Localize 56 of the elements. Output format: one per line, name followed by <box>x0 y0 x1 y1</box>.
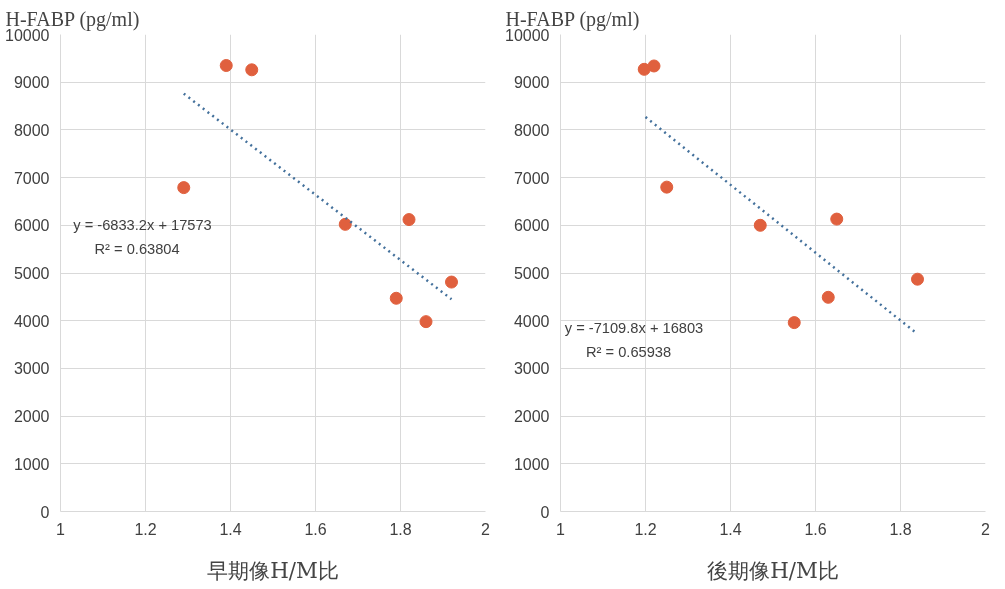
annotation: R² = 0.63804 <box>94 241 180 258</box>
annotation: y = -6833.2x + 17573 <box>73 217 212 234</box>
point <box>660 180 674 194</box>
point <box>445 275 458 289</box>
point <box>647 59 661 73</box>
x-tick-label: 1.8 <box>889 520 912 538</box>
y-tick-label: 0 <box>540 503 550 521</box>
y-tick-label: 0 <box>40 503 50 521</box>
y-tick-label: 1000 <box>513 455 550 473</box>
x-tick-label: 1.4 <box>219 520 242 538</box>
y-tick-label: 10000 <box>505 26 550 44</box>
x-tick-label: 2 <box>481 520 491 538</box>
y-tick-label: 1000 <box>13 455 50 473</box>
x-axis-title: 早期像H/M比 <box>207 557 339 583</box>
x-tick-label: 1.6 <box>304 520 327 538</box>
y-tick-label: 7000 <box>13 169 50 187</box>
point <box>821 290 835 304</box>
y-tick-label: 7000 <box>513 169 550 187</box>
x-axis-title: 後期像H/M比 <box>707 557 839 583</box>
y-tick-label: 6000 <box>13 217 50 235</box>
y-tick-label: 8000 <box>513 121 550 139</box>
y-tick-label: 2000 <box>513 408 550 426</box>
point <box>338 217 352 231</box>
point <box>245 63 259 77</box>
x-tick-label: 1.2 <box>634 520 657 538</box>
point <box>637 62 651 76</box>
point <box>911 272 924 286</box>
point <box>787 316 801 330</box>
point <box>830 212 844 226</box>
x-tick-label: 1.8 <box>389 520 412 538</box>
y-tick-label: 5000 <box>513 265 550 282</box>
point <box>402 213 416 227</box>
y-tick-label: 4000 <box>513 312 550 330</box>
y-tick-label: 10000 <box>5 26 50 44</box>
x-tick-label: 1.2 <box>134 520 157 538</box>
y-tick-label: 8000 <box>13 121 50 139</box>
y-tick-label: 3000 <box>513 360 550 378</box>
y-tick-label: 9000 <box>13 74 50 92</box>
x-tick-label: 1 <box>56 520 66 538</box>
x-tick-label: 1.6 <box>804 520 827 538</box>
annotation: y = -7109.8x + 16803 <box>564 319 704 336</box>
y-tick-label: 4000 <box>13 312 50 330</box>
y-tick-label: 9000 <box>513 74 550 92</box>
x-tick-label: 1.4 <box>719 520 742 538</box>
point <box>177 181 191 195</box>
y-tick-label: 2000 <box>13 408 50 426</box>
y-tick-label: 3000 <box>13 360 50 378</box>
annotation: R² = 0.65938 <box>586 343 672 360</box>
x-tick-label: 1 <box>556 520 566 538</box>
x-tick-label: 2 <box>981 520 991 538</box>
point <box>389 291 403 305</box>
point <box>419 315 433 329</box>
y-tick-label: 6000 <box>513 217 550 235</box>
point <box>753 218 767 232</box>
point <box>219 59 233 72</box>
y-tick-label: 5000 <box>13 265 50 282</box>
